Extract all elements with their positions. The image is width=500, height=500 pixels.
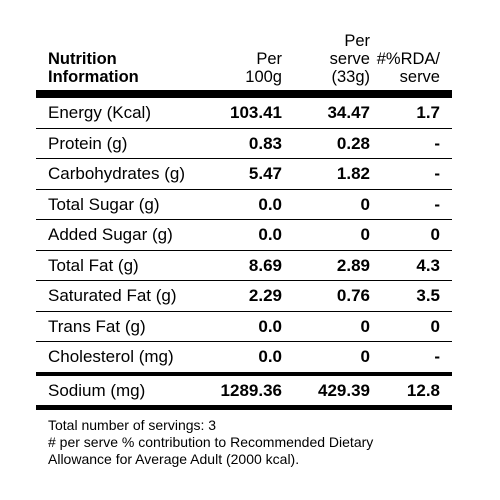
value-per-100g: 2.29 [248,286,282,305]
table-row: Total Sugar (g) 0.0 0 - [36,190,452,220]
value-per-100g: 0.0 [258,316,282,336]
nutrient-label: Protein (g) [48,133,128,153]
rda-note-line-2: Allowance for Average Adult (2000 kcal). [48,451,300,467]
nutrient-label: Saturated Fat (g) [48,286,177,305]
value-per-100g: 0.0 [258,225,282,244]
value-per-serve: 0 [360,194,370,214]
nutrient-rows: Energy (Kcal) 103.41 34.47 1.7 Protein (g) 0… [36,98,452,410]
table-row: Carbohydrates (g) 5.47 1.82 - [36,159,452,190]
value-rda: 0 [430,225,440,244]
nutrient-label: Total Fat (g) [48,255,139,275]
column-header-per-100g: Per 100g [245,50,282,86]
value-rda: 12.8 [406,380,440,400]
value-rda: 3.5 [416,286,440,305]
nutrient-label: Energy (Kcal) [48,103,151,122]
rda-note-line-1: # per serve % contribution to Recommende… [48,434,374,450]
value-per-serve: 2.89 [336,255,370,275]
nutrition-panel: Nutrition Information Per 100g Per serve… [36,22,452,468]
nutrient-label: Cholesterol (mg) [48,347,174,366]
nutrient-label: Total Sugar (g) [48,194,160,214]
nutrient-label: Carbohydrates (g) [48,164,186,183]
value-per-100g: 103.41 [230,103,282,122]
column-header-rda: #%RDA/ serve [376,50,440,86]
value-per-serve: 1.82 [336,164,370,183]
value-per-100g: 5.47 [248,164,282,183]
value-per-100g: 8.69 [248,255,282,275]
table-footer: Total number of servings: 3 # per serve … [36,410,452,468]
value-rda: 0 [430,316,440,336]
value-per-100g: 0.83 [248,133,282,153]
value-per-serve: 0.28 [336,133,370,153]
value-per-100g: 1289.36 [220,380,282,400]
value-per-100g: 0.0 [258,347,282,366]
table-row: Sodium (mg) 1289.36 429.39 12.8 [36,376,452,410]
value-rda: - [434,194,440,214]
nutrient-label: Added Sugar (g) [48,225,173,244]
value-per-serve: 34.47 [327,103,370,122]
table-row: Total Fat (g) 8.69 2.89 4.3 [36,251,452,281]
servings-note: Total number of servings: 3 [48,417,217,433]
table-row: Trans Fat (g) 0.0 0 0 [36,312,452,342]
table-row: Added Sugar (g) 0.0 0 0 [36,220,452,251]
value-per-serve: 0.76 [336,286,370,305]
value-rda: - [434,164,440,183]
nutrient-label: Trans Fat (g) [48,316,146,336]
table-row: Protein (g) 0.83 0.28 - [36,129,452,159]
table-row: Energy (Kcal) 103.41 34.47 1.7 [36,98,452,129]
value-per-serve: 429.39 [318,380,370,400]
value-per-serve: 0 [360,225,370,244]
value-rda: 1.7 [416,103,440,122]
table-title: Nutrition Information [48,50,139,86]
value-per-100g: 0.0 [258,194,282,214]
value-rda: - [434,347,440,366]
column-header-per-serve: Per serve (33g) [329,32,370,86]
nutrient-label: Sodium (mg) [48,380,146,400]
table-header: Nutrition Information Per 100g Per serve… [36,22,452,98]
table-row: Saturated Fat (g) 2.29 0.76 3.5 [36,281,452,312]
value-rda: 4.3 [416,255,440,275]
table-row: Cholesterol (mg) 0.0 0 - [36,342,452,376]
value-rda: - [434,133,440,153]
value-per-serve: 0 [360,347,370,366]
value-per-serve: 0 [360,316,370,336]
